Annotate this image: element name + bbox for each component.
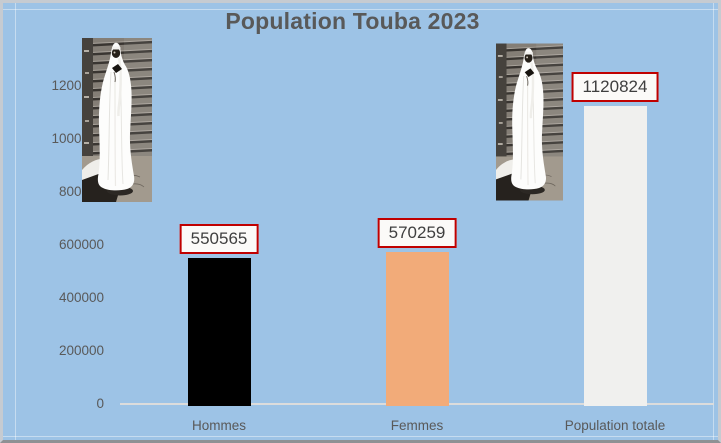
bar-population-totale[interactable] [583,106,647,406]
sheet-gridline-right [713,3,714,440]
bar-femmes[interactable] [385,252,449,406]
x-category-label[interactable]: Population totale [564,418,666,433]
sheet-gridline-left [15,3,16,440]
y-tick-label[interactable]: 600000 [58,236,104,252]
bar-data-label[interactable]: 1120824 [571,72,659,103]
x-category-label[interactable]: Hommes [191,418,246,433]
y-tick-label[interactable]: 400000 [58,289,104,305]
robed-figure-photo-right[interactable] [496,41,563,203]
bar-data-label[interactable]: 550565 [179,223,259,254]
sheet-gridline-bottom [3,436,718,437]
y-tick-label[interactable]: 200000 [58,342,104,358]
bar-hommes[interactable] [187,257,251,406]
robed-figure-photo-left[interactable] [82,38,152,202]
bar-data-label[interactable]: 570259 [377,218,457,249]
y-tick-label[interactable]: 0 [96,395,104,411]
x-category-label[interactable]: Femmes [390,418,444,433]
chart-title[interactable]: Population Touba 2023 [225,8,480,34]
sheet-gridline-top [3,9,718,10]
